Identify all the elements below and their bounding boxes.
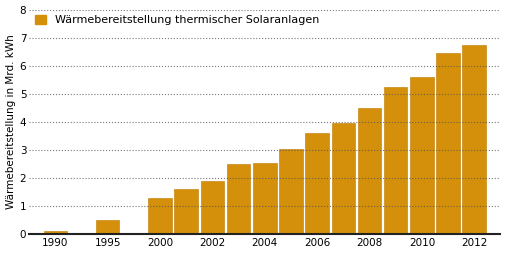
Bar — [226, 164, 250, 234]
Bar — [357, 108, 381, 234]
Legend: Wärmebereitstellung thermischer Solaranlagen: Wärmebereitstellung thermischer Solaranl… — [32, 13, 321, 28]
Bar — [252, 163, 276, 234]
Bar — [96, 220, 119, 234]
Bar — [331, 123, 355, 234]
Bar — [148, 198, 172, 234]
Bar — [435, 53, 459, 234]
Bar — [174, 189, 197, 234]
Y-axis label: Wärmebereitstellung in Mrd. kWh: Wärmebereitstellung in Mrd. kWh — [6, 35, 16, 209]
Bar — [43, 231, 67, 234]
Bar — [279, 149, 302, 234]
Bar — [383, 87, 407, 234]
Bar — [305, 133, 328, 234]
Bar — [462, 45, 485, 234]
Bar — [200, 181, 224, 234]
Bar — [409, 77, 433, 234]
